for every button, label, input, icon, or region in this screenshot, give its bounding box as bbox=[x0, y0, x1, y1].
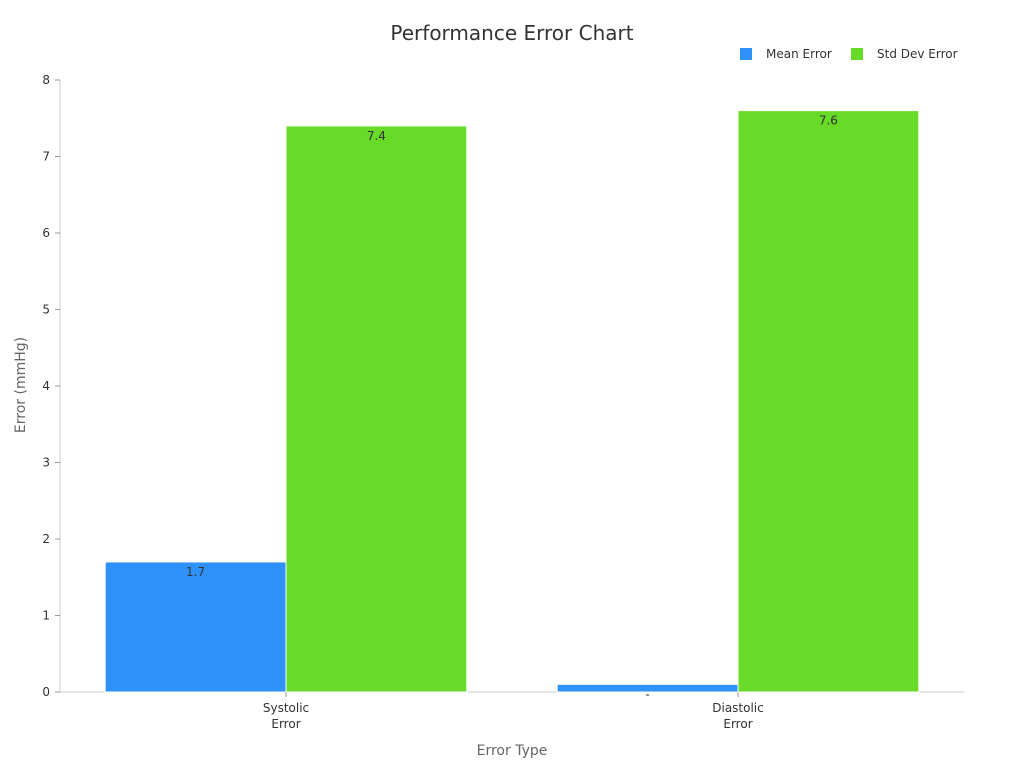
x-tick-label: Error bbox=[723, 717, 752, 731]
legend-label-std-dev-error: Std Dev Error bbox=[877, 47, 958, 61]
bars bbox=[104, 110, 920, 693]
y-tick-label: 0 bbox=[42, 685, 50, 699]
y-tick-label: 7 bbox=[42, 150, 50, 164]
bar-mean-error bbox=[104, 561, 287, 693]
legend-swatch-mean-error bbox=[740, 48, 752, 60]
data-label-std-dev-error: 7.4 bbox=[367, 129, 386, 143]
y-tick-label: 3 bbox=[42, 456, 50, 470]
y-tick-label: 8 bbox=[42, 73, 50, 87]
y-ticks: 0 1 2 3 4 5 6 7 8 bbox=[42, 73, 60, 699]
legend: Mean Error Std Dev Error bbox=[740, 47, 958, 61]
y-tick-label: 2 bbox=[42, 532, 50, 546]
data-label-mean-error: - bbox=[645, 687, 649, 701]
y-tick-label: 5 bbox=[42, 303, 50, 317]
x-tick-label: Diastolic bbox=[712, 701, 764, 715]
data-label-std-dev-error: 7.6 bbox=[819, 114, 838, 128]
y-tick-label: 1 bbox=[42, 609, 50, 623]
y-axis-title: Error (mmHg) bbox=[13, 337, 29, 433]
x-axis-title: Error Type bbox=[477, 743, 548, 759]
data-label-mean-error: 1.7 bbox=[186, 565, 205, 579]
data-labels: 1.7 7.4 - 7.6 bbox=[186, 114, 838, 702]
x-ticks: Systolic Error Diastolic Error bbox=[263, 692, 764, 731]
legend-swatch-std-dev-error bbox=[851, 48, 863, 60]
legend-label-mean-error: Mean Error bbox=[766, 47, 832, 61]
x-tick-label: Systolic bbox=[263, 701, 309, 715]
bar-std-dev-error bbox=[285, 125, 468, 693]
y-tick-label: 4 bbox=[42, 379, 50, 393]
x-tick-label: Error bbox=[271, 717, 300, 731]
chart-title: Performance Error Chart bbox=[390, 21, 633, 45]
y-tick-label: 6 bbox=[42, 226, 50, 240]
bar-std-dev-error bbox=[737, 110, 920, 693]
